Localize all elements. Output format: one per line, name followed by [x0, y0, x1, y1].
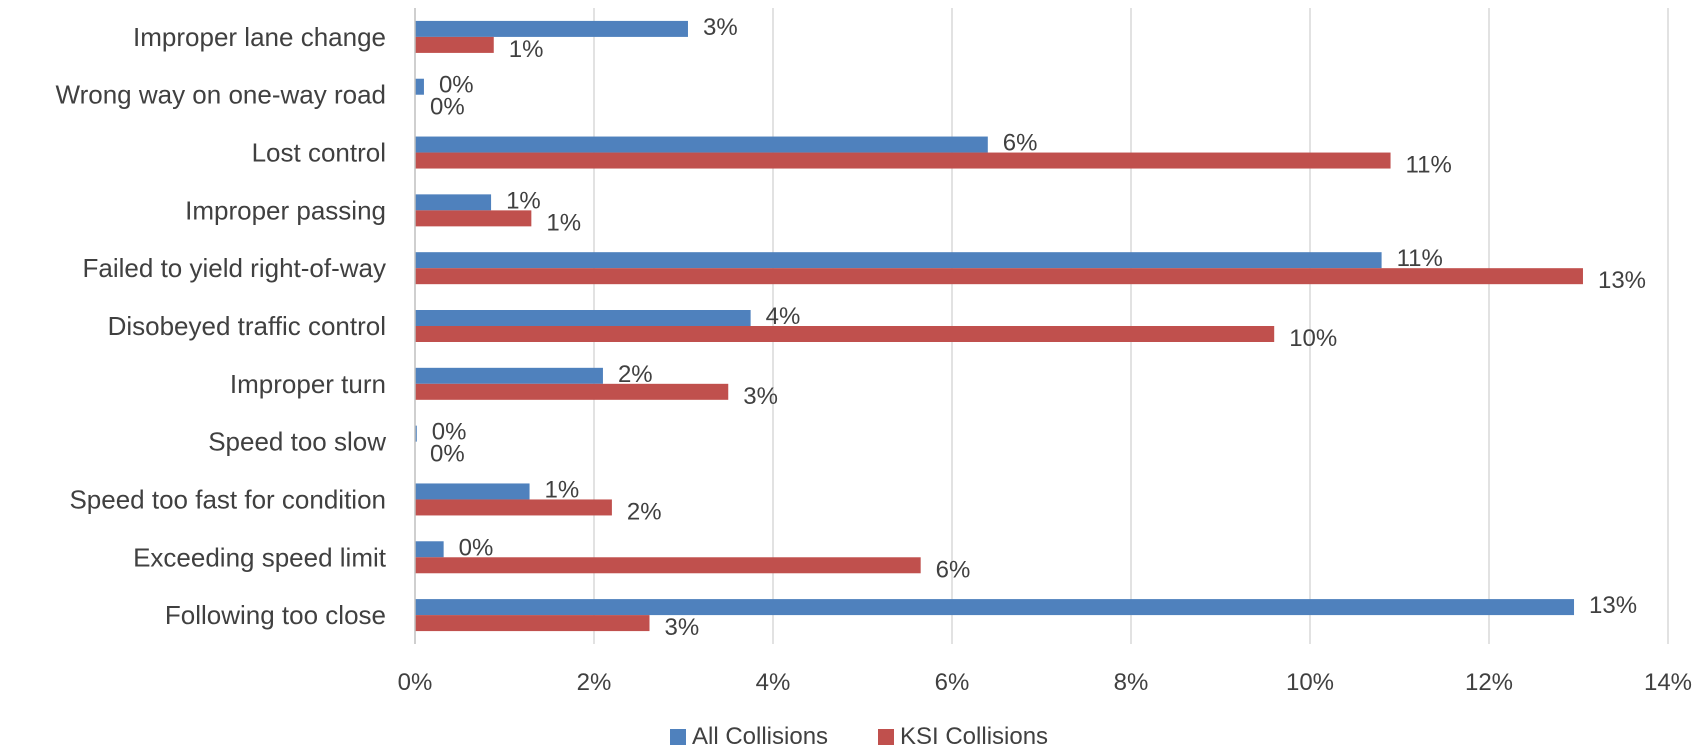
bar-all-collisions-wrong-way-on-one-way-road	[415, 78, 424, 95]
legend-label-ksi-collisions: KSI Collisions	[900, 723, 1048, 748]
category-label-disobeyed-traffic-control: Disobeyed traffic control	[108, 311, 386, 341]
legend-swatch-ksi-collisions	[878, 729, 894, 745]
data-label-ksi-collisions-exceeding-speed-limit: 6%	[936, 556, 971, 583]
data-label-ksi-collisions-speed-too-fast-for-condition: 2%	[627, 498, 662, 525]
data-label-ksi-collisions-improper-lane-change: 1%	[509, 36, 544, 63]
category-label-exceeding-speed-limit: Exceeding speed limit	[133, 542, 387, 572]
data-label-all-collisions-exceeding-speed-limit: 0%	[459, 534, 494, 561]
x-tick-label-12: 12%	[1465, 669, 1513, 696]
bar-all-collisions-speed-too-slow	[415, 425, 417, 442]
legend-label-all-collisions: All Collisions	[692, 723, 828, 748]
category-label-improper-passing: Improper passing	[185, 195, 386, 225]
data-label-all-collisions-disobeyed-traffic-control: 4%	[766, 303, 801, 330]
category-label-following-too-close: Following too close	[165, 600, 386, 630]
data-label-ksi-collisions-failed-to-yield-right-of-way: 13%	[1598, 267, 1646, 294]
bar-all-collisions-speed-too-fast-for-condition	[415, 483, 530, 500]
data-label-all-collisions-lost-control: 6%	[1003, 130, 1038, 157]
x-tick-label-10: 10%	[1286, 669, 1334, 696]
data-label-all-collisions-failed-to-yield-right-of-way: 11%	[1397, 245, 1443, 272]
x-tick-label-4: 4%	[756, 669, 791, 696]
bar-ksi-collisions-lost-control	[415, 152, 1391, 169]
bar-ksi-collisions-improper-lane-change	[415, 36, 494, 53]
data-label-ksi-collisions-following-too-close: 3%	[664, 614, 699, 641]
bars	[415, 20, 1583, 632]
bar-all-collisions-improper-turn	[415, 367, 603, 384]
data-label-ksi-collisions-wrong-way-on-one-way-road: 0%	[430, 94, 465, 121]
bar-ksi-collisions-exceeding-speed-limit	[415, 557, 921, 574]
data-label-ksi-collisions-improper-turn: 3%	[743, 383, 778, 410]
data-labels: 3% 0% 6% 1% 11% 4% 2% 0% 1% 0% 13% 1% 0% 11% 1% 13% 10% 3…	[430, 14, 1646, 641]
bar-ksi-collisions-following-too-close	[415, 615, 650, 632]
x-tick-label-2: 2%	[577, 669, 612, 696]
bar-all-collisions-exceeding-speed-limit	[415, 541, 444, 558]
data-label-all-collisions-wrong-way-on-one-way-road: 0%	[439, 72, 474, 99]
category-label-failed-to-yield-right-of-way: Failed to yield right-of-way	[83, 253, 386, 283]
legend: All Collisions KSI Collisions	[670, 723, 1048, 748]
data-label-ksi-collisions-disobeyed-traffic-control: 10%	[1289, 325, 1337, 352]
data-label-all-collisions-following-too-close: 13%	[1589, 592, 1637, 619]
data-label-ksi-collisions-speed-too-slow: 0%	[430, 441, 465, 468]
x-tick-label-6: 6%	[935, 669, 970, 696]
bar-ksi-collisions-improper-turn	[415, 383, 729, 400]
legend-swatch-all-collisions	[670, 729, 686, 745]
bar-all-collisions-improper-passing	[415, 194, 492, 211]
data-label-all-collisions-speed-too-fast-for-condition: 1%	[545, 476, 580, 503]
category-label-speed-too-fast-for-condition: Speed too fast for condition	[69, 484, 386, 514]
bar-ksi-collisions-disobeyed-traffic-control	[415, 326, 1275, 342]
data-label-all-collisions-improper-lane-change: 3%	[703, 14, 738, 41]
x-tick-label-14: 14%	[1644, 669, 1692, 696]
category-label-improper-turn: Improper turn	[230, 369, 386, 399]
bar-all-collisions-improper-lane-change	[415, 20, 688, 37]
category-label-improper-lane-change: Improper lane change	[133, 22, 386, 52]
bar-all-collisions-following-too-close	[415, 599, 1575, 616]
data-label-ksi-collisions-improper-passing: 1%	[546, 209, 581, 236]
category-label-wrong-way-on-one-way-road: Wrong way on one-way road	[56, 80, 386, 110]
category-label-speed-too-slow: Speed too slow	[208, 427, 386, 457]
data-label-all-collisions-improper-passing: 1%	[506, 187, 541, 214]
data-label-all-collisions-speed-too-slow: 0%	[432, 419, 467, 446]
data-label-ksi-collisions-lost-control: 11%	[1406, 152, 1452, 179]
axes: 0% 2% 4% 6% 8% 10% 12% 14% Improper lane change W…	[56, 8, 1692, 696]
bar-ksi-collisions-speed-too-fast-for-condition	[415, 499, 612, 516]
bar-all-collisions-lost-control	[415, 136, 988, 153]
data-label-all-collisions-improper-turn: 2%	[618, 361, 653, 388]
x-tick-label-8: 8%	[1114, 669, 1149, 696]
category-label-lost-control: Lost control	[252, 138, 386, 168]
bar-ksi-collisions-failed-to-yield-right-of-way	[415, 268, 1583, 285]
x-tick-label-0: 0%	[398, 669, 433, 696]
bar-all-collisions-disobeyed-traffic-control	[415, 310, 751, 326]
bar-all-collisions-failed-to-yield-right-of-way	[415, 252, 1382, 269]
bar-ksi-collisions-improper-passing	[415, 210, 532, 227]
